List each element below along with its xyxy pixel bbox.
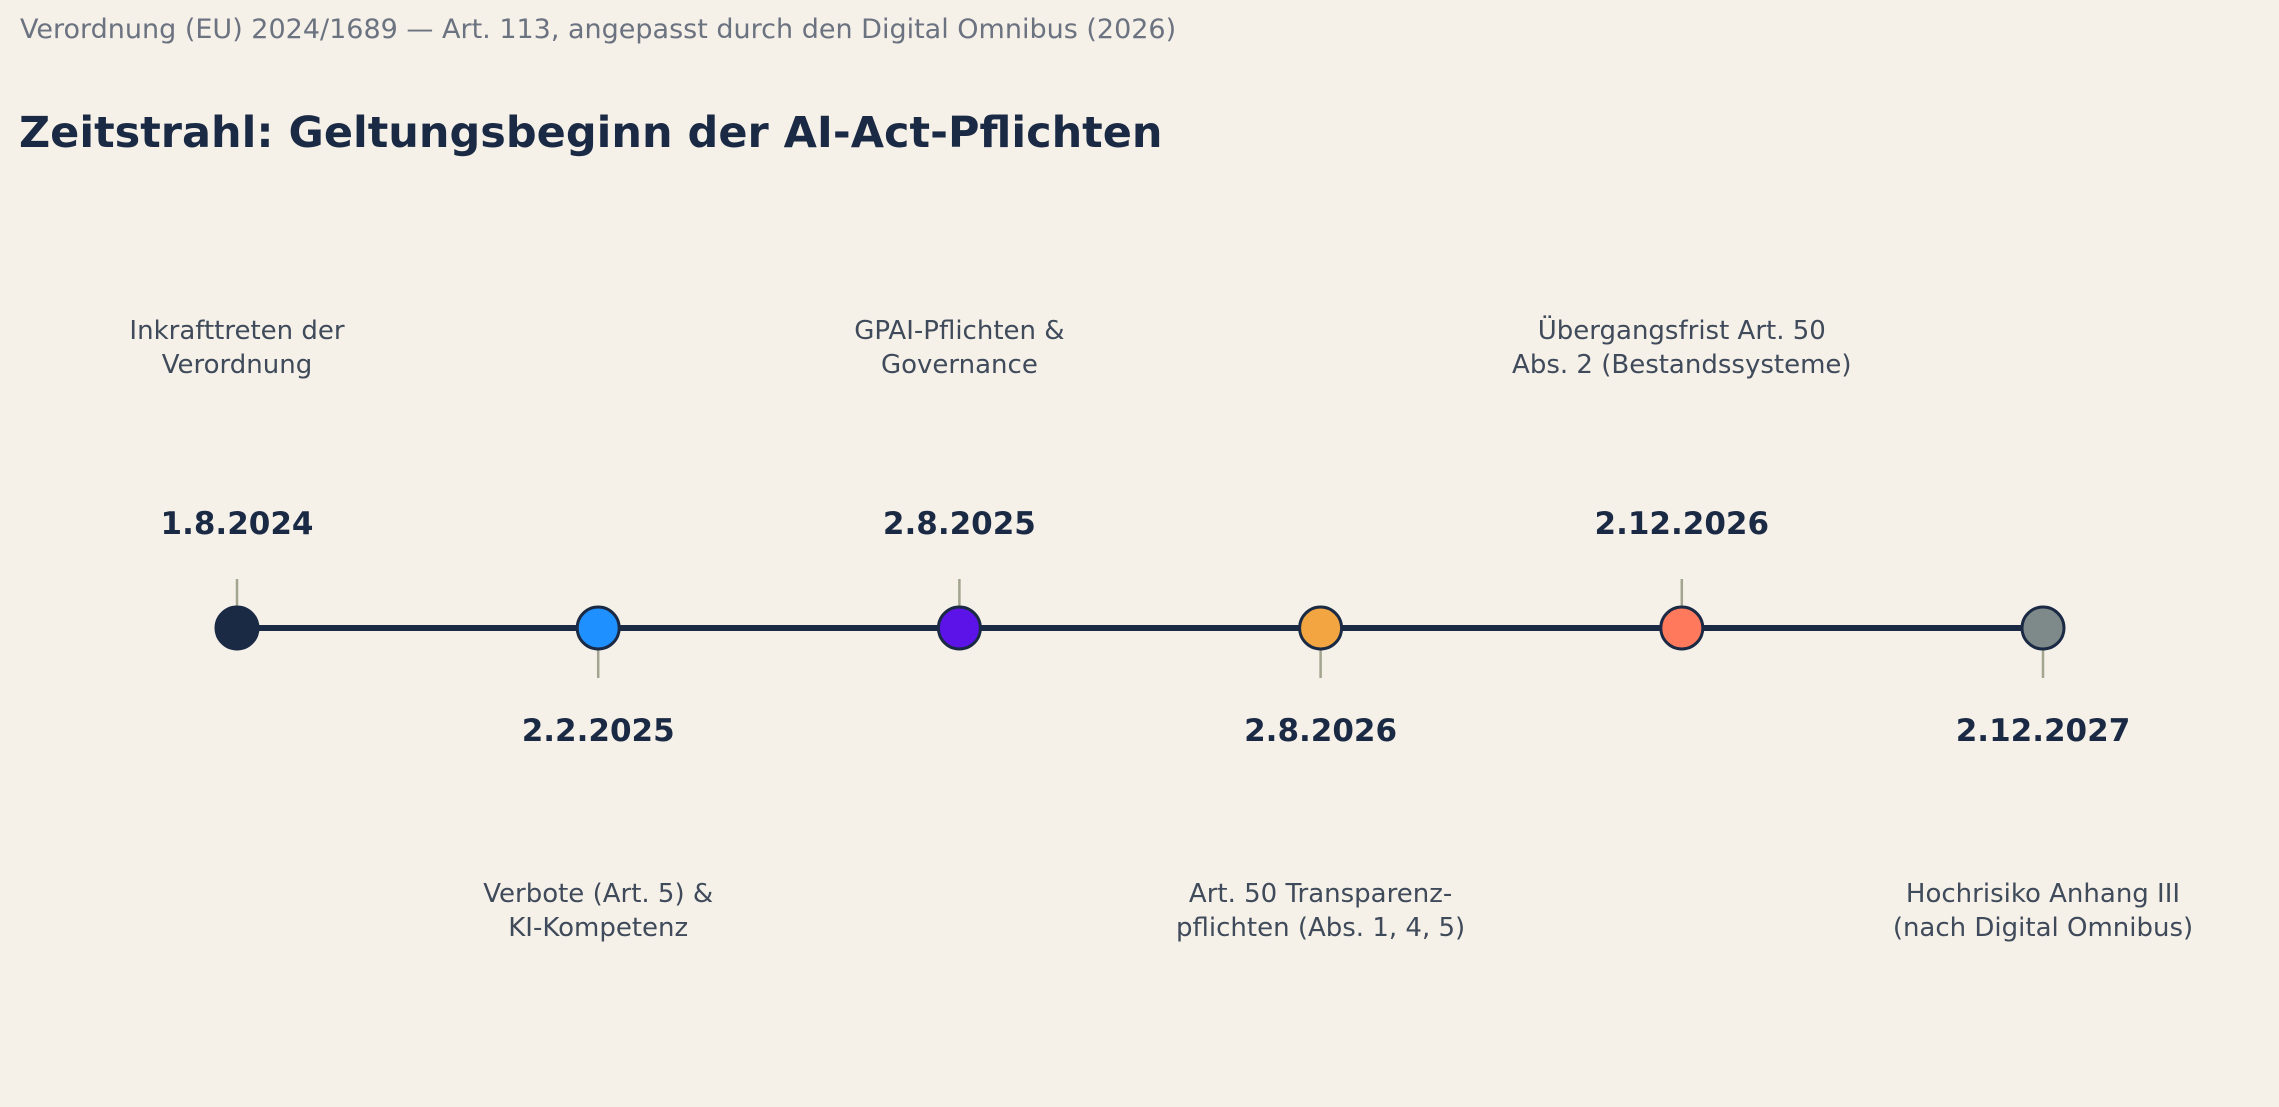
milestone-description: Hochrisiko Anhang III	[1906, 879, 2180, 909]
milestone-date: 2.8.2026	[1244, 713, 1397, 749]
milestone-date: 2.8.2025	[883, 506, 1036, 542]
milestone-date: 2.2.2025	[522, 713, 675, 749]
milestone-description: Abs. 2 (Bestandssysteme)	[1512, 350, 1852, 380]
milestones: 1.8.2024 Inkrafttreten der Verordnung 2.2.2…	[129, 314, 2193, 943]
milestone-description: Art. 50 Transparenz-	[1189, 879, 1452, 909]
milestone-description: Inkrafttreten der	[129, 316, 344, 346]
milestone-description: GPAI-Pflichten &	[854, 316, 1064, 346]
milestone-description: KI-Kompetenz	[508, 913, 688, 943]
milestone-description: Übergangsfrist Art. 50	[1538, 314, 1826, 346]
milestone-marker	[936, 605, 982, 651]
milestone-date: 1.8.2024	[161, 506, 314, 542]
diagram-title: Zeitstrahl: Geltungsbeginn der AI-Act-Pf…	[19, 108, 1163, 158]
milestone-description: Governance	[881, 350, 1038, 380]
milestone-description: pflichten (Abs. 1, 4, 5)	[1176, 913, 1465, 943]
milestone-date: 2.12.2027	[1956, 713, 2131, 749]
milestone-marker	[1298, 605, 1344, 651]
milestone-description: Verordnung	[162, 350, 312, 380]
milestone-marker	[1659, 605, 1705, 651]
milestone-date: 2.12.2026	[1595, 506, 1770, 542]
milestone-marker	[575, 605, 621, 651]
milestone-description: Verbote (Art. 5) &	[483, 879, 713, 909]
milestone-marker	[2020, 605, 2066, 651]
milestone-description: (nach Digital Omnibus)	[1893, 913, 2193, 943]
milestone-marker	[214, 605, 260, 651]
diagram-subtitle: Verordnung (EU) 2024/1689 — Art. 113, an…	[20, 14, 1177, 45]
